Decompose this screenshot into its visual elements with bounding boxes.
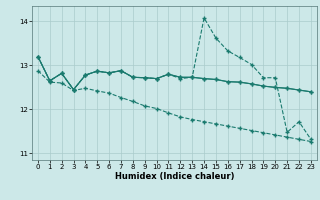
- X-axis label: Humidex (Indice chaleur): Humidex (Indice chaleur): [115, 172, 234, 181]
